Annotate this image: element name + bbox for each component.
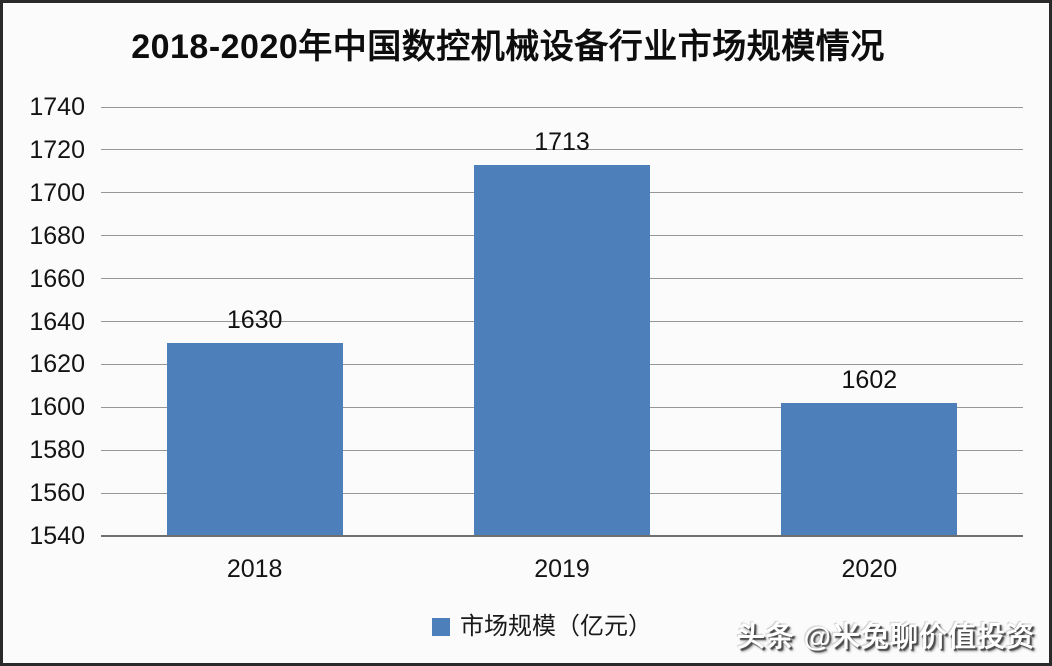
y-tick-label: 1700	[29, 178, 85, 207]
plot-area: 1540 1560 1580 1600 1620 1640 1660 1680 1700 1720…	[3, 3, 1049, 663]
x-tick-label-2020: 2020	[841, 555, 898, 583]
x-axis-line	[101, 535, 1023, 537]
y-tick-label: 1540	[29, 522, 85, 550]
legend-swatch	[432, 618, 450, 636]
y-tick-label: 1600	[29, 393, 85, 422]
bar-value-label-2019: 1713	[534, 127, 590, 156]
y-tick-label: 1720	[29, 135, 85, 164]
y-tick-label: 1640	[29, 307, 85, 336]
x-tick-label-2018: 2018	[226, 555, 283, 583]
bar-2020	[781, 403, 958, 536]
bar-2019	[474, 164, 650, 536]
legend-label: 市场规模（亿元）	[460, 613, 652, 640]
watermark: 头条 @米兔聊价值投资	[736, 621, 1035, 652]
x-tick-label-2019: 2019	[534, 555, 590, 583]
gridline	[101, 149, 1023, 151]
gridline	[101, 106, 1023, 108]
bar-value-label-2020: 1602	[841, 366, 898, 394]
bar-value-label-2018: 1630	[226, 305, 283, 334]
y-tick-label: 1680	[29, 221, 85, 250]
y-tick-label: 1580	[29, 436, 85, 465]
chart-title: 2018-2020年中国数控机械设备行业市场规模情况	[131, 28, 885, 66]
y-tick-label: 1740	[29, 93, 85, 121]
y-tick-label: 1660	[29, 264, 85, 293]
legend: 市场规模（亿元）	[432, 614, 652, 640]
y-tick-label: 1560	[29, 479, 85, 508]
bar-2018	[166, 342, 343, 536]
y-tick-label: 1620	[29, 350, 85, 379]
